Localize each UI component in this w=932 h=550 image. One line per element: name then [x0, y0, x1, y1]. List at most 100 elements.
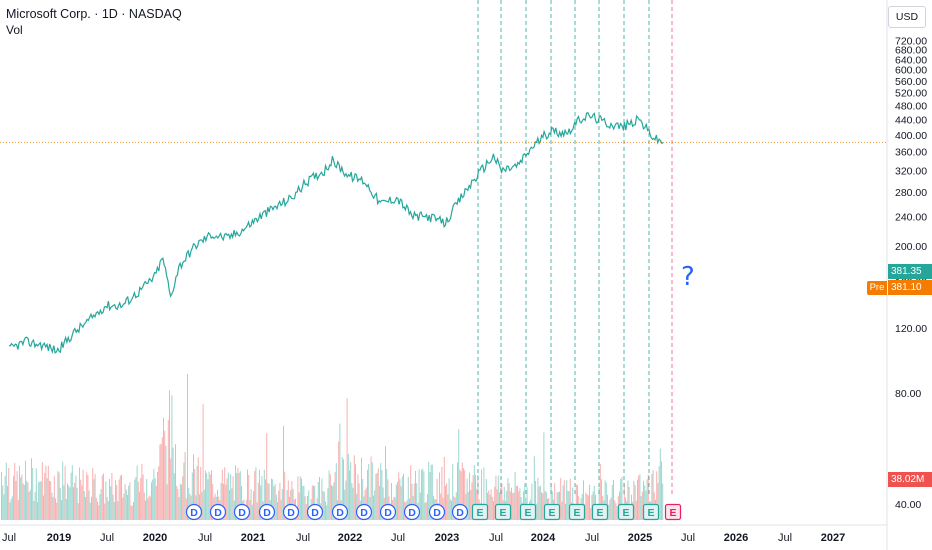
volume-bar — [353, 455, 355, 520]
volume-bar — [343, 459, 344, 520]
volume-bar — [140, 477, 142, 520]
volume-bar — [368, 463, 370, 520]
symbol-title[interactable]: Microsoft Corp. · 1D · NASDAQ — [6, 7, 182, 21]
volume-bar — [185, 498, 187, 520]
volume-bar — [184, 451, 186, 520]
volume-bar — [470, 490, 472, 520]
volume-bar — [308, 490, 310, 520]
volume-bar — [301, 478, 302, 520]
volume-bar — [105, 481, 107, 520]
dividend-marker-letter: D — [456, 507, 464, 519]
dividend-marker: D — [306, 503, 324, 521]
volume-bar — [407, 477, 409, 520]
volume-bar — [439, 472, 440, 520]
volume-bar — [64, 466, 66, 520]
volume-bar — [640, 496, 642, 520]
earnings-marker: E — [471, 503, 489, 521]
earnings-marker-bg — [591, 503, 609, 521]
volume-bar — [169, 390, 170, 520]
volume-bar — [352, 487, 354, 520]
volume-bar — [367, 469, 368, 520]
volume-bar — [253, 491, 254, 520]
volume-bar — [641, 491, 643, 520]
volume-bar — [173, 473, 175, 520]
volume-indicator-label[interactable]: Vol — [6, 23, 23, 37]
volume-bar — [560, 478, 562, 520]
volume-bar — [563, 480, 565, 520]
volume-bar — [539, 485, 541, 520]
volume-bar — [494, 486, 496, 520]
volume-bar — [466, 478, 468, 520]
x-tick-label: 2024 — [531, 532, 556, 544]
y-tick-label: 440.00 — [895, 114, 927, 126]
volume-bar — [1, 471, 2, 520]
x-tick-label: 2025 — [628, 532, 652, 544]
volume-bar — [490, 489, 492, 520]
volume-bar — [103, 473, 104, 520]
volume-bar — [633, 480, 635, 520]
volume-bar — [585, 492, 587, 520]
volume-bar — [266, 433, 268, 520]
volume-bar — [461, 462, 463, 520]
volume-bar — [445, 485, 446, 520]
pre-market-price-badge: 381.10 — [888, 280, 932, 295]
volume-bar — [248, 475, 250, 520]
volume-bar — [375, 474, 377, 520]
volume-bar — [46, 478, 48, 520]
volume-bar — [8, 468, 10, 520]
dividend-marker-letter: D — [238, 507, 246, 519]
volume-bar — [328, 470, 330, 520]
volume-bar — [323, 491, 325, 520]
volume-bar — [429, 472, 431, 520]
volume-bar — [287, 480, 289, 520]
volume-bar — [599, 463, 601, 520]
volume-bar — [17, 500, 19, 520]
earnings-marker-bg — [471, 503, 489, 521]
volume-bar — [452, 464, 454, 520]
y-tick-label: 240.00 — [895, 212, 927, 224]
volume-bar — [541, 492, 542, 520]
volume-bar — [87, 475, 89, 520]
volume-bar — [614, 500, 616, 520]
volume-bar — [304, 496, 306, 520]
volume-bar — [431, 464, 433, 520]
x-tick-label: 2026 — [724, 532, 748, 544]
volume-bar — [422, 468, 424, 520]
volume-bar — [536, 503, 538, 520]
x-tick-label: Jul — [198, 532, 212, 544]
volume-bar — [512, 493, 514, 520]
dividend-marker: D — [379, 503, 397, 521]
earnings-marker: E — [543, 503, 561, 521]
volume-bar — [53, 475, 55, 520]
volume-bar — [643, 480, 644, 520]
volume-bar — [166, 484, 168, 520]
volume-bar — [69, 487, 71, 520]
volume-bar — [122, 497, 124, 520]
earnings-marker-letter: E — [476, 507, 483, 519]
volume-bar — [121, 474, 122, 520]
volume-bar — [335, 463, 337, 520]
volume-bar — [23, 484, 25, 520]
volume-bar — [381, 470, 383, 520]
y-tick-label: 320.00 — [895, 166, 927, 178]
volume-bar — [139, 491, 140, 520]
volume-bar — [237, 468, 239, 520]
volume-bar — [358, 483, 360, 520]
volume-bar — [361, 457, 362, 520]
volume-bar — [113, 502, 115, 520]
volume-bar — [254, 471, 256, 520]
volume-bar — [9, 502, 11, 520]
volume-bar — [211, 470, 212, 520]
volume-bar — [447, 494, 449, 520]
dividend-marker-letter: D — [408, 507, 416, 519]
currency-button[interactable]: USD — [888, 6, 926, 28]
volume-bar — [97, 501, 98, 520]
volume-bar — [355, 464, 356, 520]
chart-header: Microsoft Corp. · 1D · NASDAQ Vol — [6, 7, 182, 37]
volume-bar — [382, 487, 384, 520]
volume-bar — [307, 496, 308, 520]
volume-bar — [639, 474, 641, 520]
volume-bar — [460, 471, 462, 520]
volume-bar — [652, 469, 654, 520]
